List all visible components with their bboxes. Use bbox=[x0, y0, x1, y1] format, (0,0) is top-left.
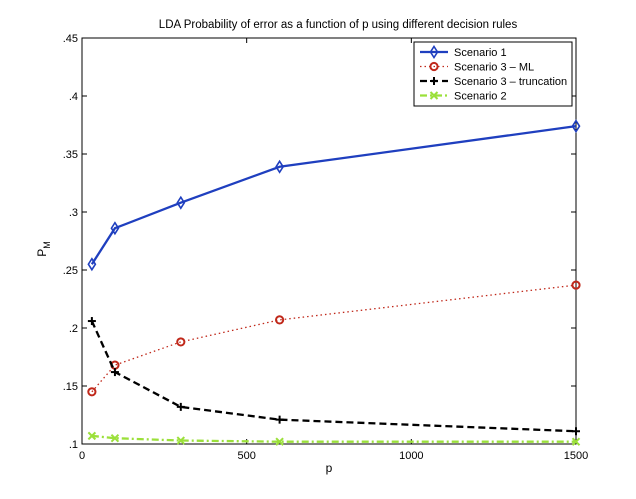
y-axis-label: PM bbox=[35, 241, 52, 257]
series-1 bbox=[87, 119, 581, 272]
data-point bbox=[176, 436, 186, 445]
series-line bbox=[90, 125, 577, 265]
y-tick-label: .4 bbox=[69, 91, 78, 103]
x-tick-label: 0 bbox=[79, 450, 85, 462]
data-point bbox=[176, 337, 186, 347]
data-point bbox=[275, 415, 284, 424]
data-point bbox=[571, 119, 581, 134]
y-axis-label-subscript: M bbox=[42, 241, 52, 249]
y-tick-label: .45 bbox=[63, 33, 78, 45]
x-tick-label: 500 bbox=[237, 450, 255, 462]
y-tick-label: .25 bbox=[63, 265, 78, 277]
data-point bbox=[275, 315, 285, 325]
legend-item: Scenario 3 – truncation bbox=[420, 76, 567, 88]
x-axis: 0 500 1000 1500 bbox=[79, 38, 588, 462]
series-3 bbox=[87, 317, 580, 436]
legend-label: Scenario 3 – ML bbox=[454, 62, 534, 74]
data-point bbox=[110, 368, 119, 377]
legend-label: Scenario 3 – truncation bbox=[454, 76, 567, 88]
data-point bbox=[87, 317, 96, 326]
data-point bbox=[429, 45, 439, 59]
legend: Scenario 1 Scenario 3 – ML Scenario 3 – tr… bbox=[413, 41, 573, 107]
legend-item: Scenario 2 bbox=[420, 91, 507, 103]
x-tick-label: 1000 bbox=[399, 450, 423, 462]
y-tick-label: .2 bbox=[69, 323, 78, 335]
y-tick-label: .15 bbox=[63, 381, 78, 393]
data-point bbox=[87, 257, 97, 272]
series-4 bbox=[87, 431, 581, 446]
data-point bbox=[87, 431, 97, 441]
data-point bbox=[87, 387, 97, 397]
y-tick-label: .3 bbox=[69, 207, 78, 219]
data-point bbox=[176, 195, 186, 210]
data-point bbox=[275, 159, 285, 174]
y-tick-label: .35 bbox=[63, 149, 78, 161]
legend-label: Scenario 1 bbox=[454, 47, 507, 59]
data-point bbox=[110, 433, 120, 443]
series-line bbox=[91, 284, 577, 393]
series-line bbox=[90, 320, 577, 433]
x-tick-label: 1500 bbox=[564, 450, 588, 462]
series-layer bbox=[87, 119, 581, 446]
data-point bbox=[110, 221, 120, 236]
data-point bbox=[571, 437, 581, 446]
data-point bbox=[176, 402, 185, 411]
chart-title: LDA Probability of error as a function o… bbox=[159, 19, 518, 31]
x-axis-label: p bbox=[326, 461, 333, 475]
data-point bbox=[275, 437, 284, 446]
legend-item: Scenario 3 – ML bbox=[420, 62, 534, 74]
data-point bbox=[429, 91, 439, 100]
legend-label: Scenario 2 bbox=[454, 91, 507, 103]
data-point bbox=[572, 427, 580, 436]
data-point bbox=[571, 280, 581, 290]
legend-item: Scenario 1 bbox=[420, 45, 507, 59]
data-point bbox=[430, 77, 438, 85]
y-axis: .1 .15 .2 .25 .3 .35 .4 .45 bbox=[63, 33, 576, 451]
y-tick-label: .1 bbox=[69, 439, 78, 451]
series-line bbox=[91, 434, 576, 443]
data-point bbox=[429, 61, 439, 72]
y-axis-label-main: P bbox=[35, 249, 49, 257]
